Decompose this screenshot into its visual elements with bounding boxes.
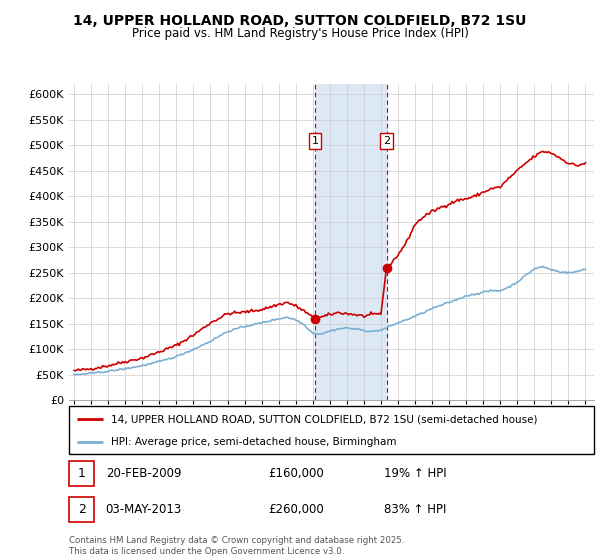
FancyBboxPatch shape [69,461,94,486]
Text: £160,000: £160,000 [269,467,324,480]
Text: Contains HM Land Registry data © Crown copyright and database right 2025.
This d: Contains HM Land Registry data © Crown c… [69,536,404,556]
Text: 2: 2 [383,136,390,146]
Text: 20-FEB-2009: 20-FEB-2009 [106,467,181,480]
Text: 14, UPPER HOLLAND ROAD, SUTTON COLDFIELD, B72 1SU (semi-detached house): 14, UPPER HOLLAND ROAD, SUTTON COLDFIELD… [111,414,538,424]
FancyBboxPatch shape [69,406,594,454]
Text: 83% ↑ HPI: 83% ↑ HPI [384,503,446,516]
Text: 2: 2 [77,503,86,516]
Text: HPI: Average price, semi-detached house, Birmingham: HPI: Average price, semi-detached house,… [111,437,397,447]
FancyBboxPatch shape [69,497,94,522]
Text: 1: 1 [311,136,319,146]
Text: 19% ↑ HPI: 19% ↑ HPI [384,467,446,480]
Text: 1: 1 [77,467,86,480]
Text: 03-MAY-2013: 03-MAY-2013 [106,503,182,516]
Text: £260,000: £260,000 [269,503,324,516]
Text: Price paid vs. HM Land Registry's House Price Index (HPI): Price paid vs. HM Land Registry's House … [131,27,469,40]
Text: 14, UPPER HOLLAND ROAD, SUTTON COLDFIELD, B72 1SU: 14, UPPER HOLLAND ROAD, SUTTON COLDFIELD… [73,14,527,28]
Bar [315,84,387,400]
